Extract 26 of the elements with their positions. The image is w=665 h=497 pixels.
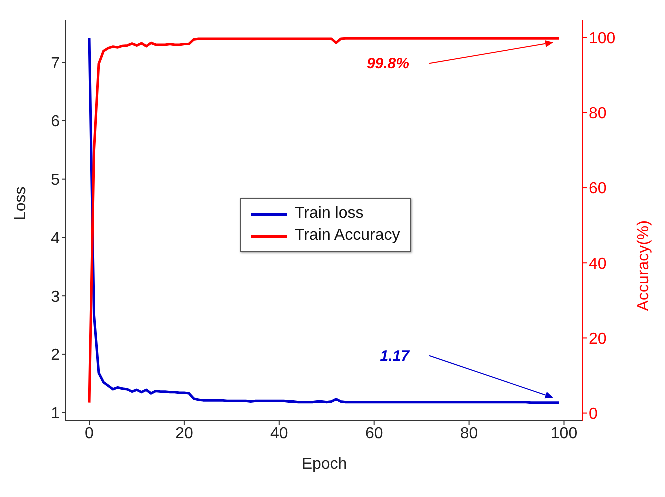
annotation: 1.17 <box>380 348 410 365</box>
y-tick-label: 7 <box>51 55 60 72</box>
x-tick-label: 60 <box>365 425 384 442</box>
x-tick-label: 40 <box>270 425 288 442</box>
y-tick-label: 6 <box>51 114 60 131</box>
x-tick-label: 100 <box>550 425 578 442</box>
x-tick-label: 0 <box>85 425 94 442</box>
legend-label: Train Accuracy <box>295 226 400 246</box>
y2-tick-label: 20 <box>589 330 607 348</box>
x-tick-label: 20 <box>176 425 194 442</box>
x-axis-title: Epoch <box>302 456 348 473</box>
y-tick-label: 3 <box>51 288 60 306</box>
y-tick-label: 5 <box>51 172 60 190</box>
y-tick-label: 1 <box>51 406 60 423</box>
y2-tick-label: 0 <box>589 406 598 423</box>
y2-tick-label: 40 <box>589 256 607 273</box>
annotation: 99.8% <box>366 56 410 73</box>
y-axis-title: Loss <box>12 186 30 220</box>
legend-label: Train loss <box>295 204 364 224</box>
y2-tick-label: 100 <box>589 30 616 48</box>
y-tick-label: 4 <box>51 230 60 248</box>
y2-tick-label: 60 <box>589 180 607 198</box>
y2-axis-title: Accuracy(%) <box>636 220 653 312</box>
y2-tick-label: 80 <box>589 106 607 123</box>
x-tick-label: 80 <box>460 425 478 442</box>
y-tick-label: 2 <box>51 347 60 364</box>
